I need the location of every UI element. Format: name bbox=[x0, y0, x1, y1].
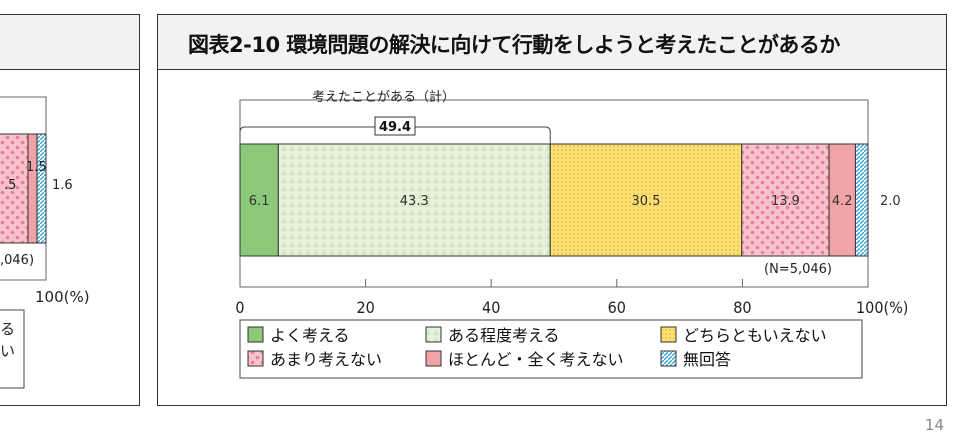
page-number: 14 bbox=[924, 416, 944, 434]
left-legend-text: い bbox=[0, 342, 16, 360]
data-label: 30.5 bbox=[632, 194, 661, 209]
legend-label: よく考える bbox=[270, 326, 350, 345]
legend-label: ほとんど・全く考えない bbox=[448, 350, 624, 369]
bar-segment bbox=[741, 143, 830, 257]
left-legend-box bbox=[0, 309, 25, 389]
left-label: 1.5 bbox=[26, 160, 47, 175]
left-chart-fragment bbox=[0, 96, 47, 389]
data-label: 2.0 bbox=[880, 194, 901, 209]
bar-segment bbox=[854, 143, 869, 257]
bracket-value-box bbox=[374, 116, 416, 136]
title-band: 図表2-10 環境問題の解決に向けて行動をしようと考えたことがあるか bbox=[158, 15, 946, 70]
n-label: (N=5,046) bbox=[764, 262, 832, 277]
left-axis-label: 100(%) bbox=[35, 288, 90, 306]
left-label: .5 bbox=[4, 178, 17, 193]
legend-box bbox=[239, 319, 863, 379]
legend-swatch bbox=[247, 350, 264, 367]
left-bar-segment bbox=[0, 133, 29, 244]
left-label: 1.6 bbox=[52, 178, 73, 193]
bar-segment bbox=[549, 143, 743, 257]
left-legend-text: る bbox=[0, 320, 16, 338]
x-tick-label: 40 bbox=[482, 298, 500, 317]
legend-label: 無回答 bbox=[683, 350, 731, 369]
data-label: 13.9 bbox=[771, 194, 800, 209]
data-label: 43.3 bbox=[400, 194, 429, 209]
data-label: 4.2 bbox=[832, 194, 853, 209]
x-tick-label: 100(%) bbox=[856, 298, 908, 317]
legend-label: ある程度考える bbox=[448, 326, 560, 345]
x-tick-label: 0 bbox=[235, 298, 244, 317]
x-tick-label: 60 bbox=[608, 298, 626, 317]
legend-label: どちらともいえない bbox=[683, 326, 827, 345]
legend-swatch bbox=[660, 326, 677, 343]
bracket-value: 49.4 bbox=[379, 120, 411, 135]
x-tick-label: 20 bbox=[356, 298, 374, 317]
legend-swatch bbox=[425, 326, 442, 343]
bracket-label: 考えたことがある（計） bbox=[312, 90, 456, 105]
data-label: 6.1 bbox=[249, 194, 270, 209]
legend-label: あまり考えない bbox=[270, 350, 382, 369]
bar-segment bbox=[277, 143, 551, 257]
x-tick-label: 80 bbox=[733, 298, 751, 317]
legend-swatch bbox=[660, 350, 677, 367]
bar-segment bbox=[239, 143, 279, 257]
legend-swatch bbox=[247, 326, 264, 343]
legend-swatch bbox=[425, 350, 442, 367]
chart-title: 図表2-10 環境問題の解決に向けて行動をしようと考えたことがあるか bbox=[188, 33, 840, 57]
left-title-band bbox=[0, 15, 139, 70]
left-bar-segment bbox=[36, 133, 47, 244]
bar-segment bbox=[828, 143, 856, 257]
left-label: ,046) bbox=[0, 253, 35, 268]
